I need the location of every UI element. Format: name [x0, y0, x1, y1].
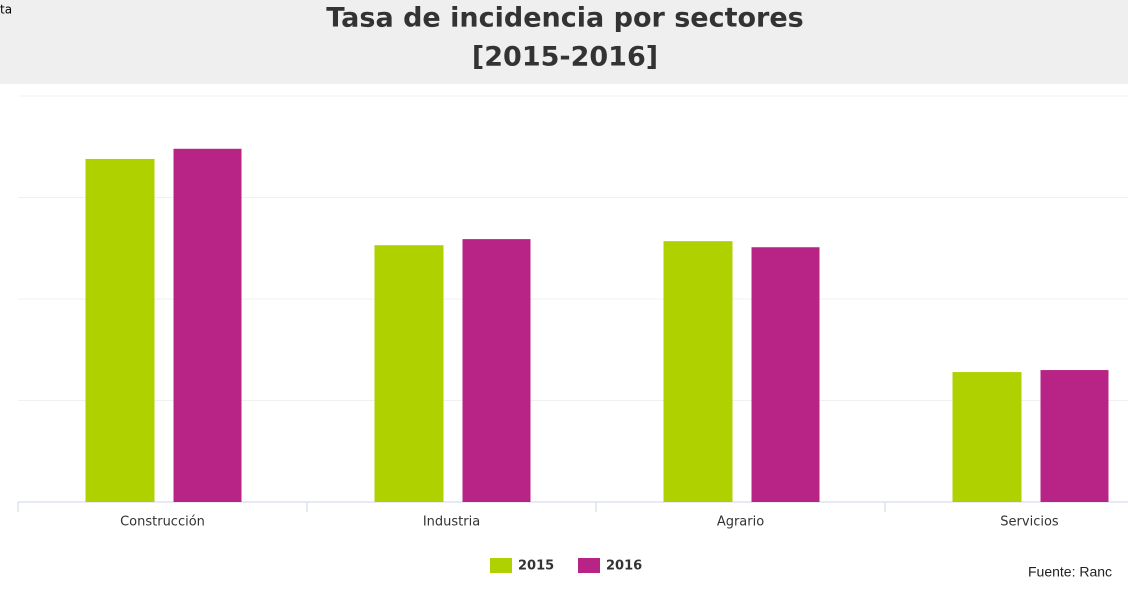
legend-swatch: [578, 558, 600, 573]
x-tick-label: Servicios: [1000, 515, 1059, 530]
bar: [374, 245, 444, 502]
bar: [173, 148, 242, 502]
chart-title: Tasa de incidencia por sectores: [326, 3, 804, 34]
legend-label: 2015: [518, 559, 554, 574]
title-band: [0, 0, 1128, 84]
source-note: Fuente: Ranc: [1028, 564, 1112, 580]
bar: [1040, 370, 1109, 502]
bar: [663, 241, 733, 502]
chart-subtitle: [2015-2016]: [472, 42, 658, 73]
legend-swatch: [490, 558, 512, 573]
bar: [462, 239, 531, 503]
x-tick-label: Industria: [423, 515, 480, 530]
bar: [751, 247, 820, 502]
corner-text: ta: [0, 3, 12, 17]
bar: [952, 372, 1022, 502]
bar: [85, 158, 155, 502]
x-tick-label: Construcción: [120, 515, 205, 530]
legend-label: 2016: [606, 559, 642, 574]
x-tick-label: Agrario: [717, 515, 764, 530]
